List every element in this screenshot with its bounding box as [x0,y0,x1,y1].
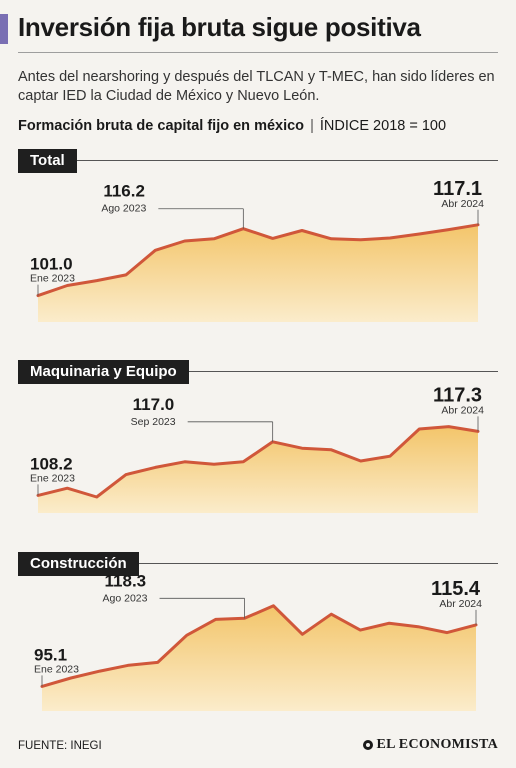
chart-title: Formación bruta de capital fijo en méxic… [18,118,446,134]
annotation-date: Ene 2023 [30,273,75,285]
area-fill [38,426,478,513]
annotation-date: Abr 2024 [439,598,482,610]
publisher-logo: EL ECONOMISTA [362,737,499,753]
annotation-value: 118.3 [105,571,147,590]
series-line [36,425,480,499]
annotation-value: 115.4 [431,578,481,600]
annotation-value: 108.2 [30,454,73,473]
panel-divider-construccion [18,563,498,564]
title-rule [18,52,498,53]
panel-divider-maquinaria [18,371,498,372]
annotation-date: Ene 2023 [34,663,79,675]
source-note: FUENTE: INEGI [18,740,102,752]
series-line [36,223,480,298]
annotation-value: 117.1 [433,178,482,200]
panel-divider-total [18,160,498,161]
annotation-value: 117.3 [433,384,482,406]
annotation-date: Ene 2023 [30,472,75,484]
annotation-value: 116.2 [103,182,145,201]
annotation-value: 95.1 [34,645,67,664]
page-subtitle: Antes del nearshoring y después del TLCA… [18,69,495,104]
annotation-value: 101.0 [30,255,73,274]
chart-title-unit: ÍNDICE 2018 = 100 [319,118,447,134]
logo-text: EL ECONOMISTA [376,737,498,752]
panel-label-total: Total [18,149,77,173]
annotation-date: Abr 2024 [441,404,484,416]
annotation-date: Ago 2023 [101,203,146,215]
panel-label-maquinaria: Maquinaria y Equipo [18,360,189,384]
page-title: Inversión fija bruta sigue positiva [18,12,421,42]
annotation-value: 117.0 [133,395,175,414]
panel-label-construccion: Construcción [18,552,139,576]
title-accent-bar [0,14,8,44]
annotation-date: Ago 2023 [103,592,148,604]
series-line [40,604,478,688]
chart-title-separator: | [310,118,314,134]
logo-mark-icon [362,740,373,750]
chart-title-main: Formación bruta de capital fijo en méxic… [18,118,305,134]
annotation-date: Sep 2023 [131,416,176,428]
area-fill [42,605,476,711]
annotation-date: Abr 2024 [441,198,484,210]
area-fill [38,224,478,322]
